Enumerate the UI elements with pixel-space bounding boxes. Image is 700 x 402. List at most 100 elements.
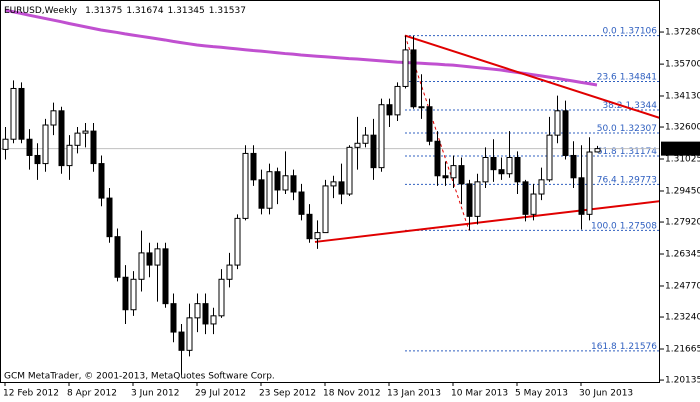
candle-body: [282, 175, 289, 191]
candle-body: [194, 303, 201, 319]
x-tick-label: 5 May 2013: [515, 389, 568, 399]
candle-body: [122, 276, 129, 311]
candle-body: [18, 87, 25, 140]
fib-price: 1.21576: [620, 341, 657, 351]
fib-label: 161.8 1.21576: [591, 341, 657, 351]
fib-price: 1.27508: [620, 221, 657, 231]
x-tick-label: 18 Nov 2012: [323, 389, 381, 399]
fib-price: 1.29773: [620, 175, 657, 185]
x-tick-label: 8 Apr 2012: [67, 389, 117, 399]
fib-ratio: 76.4: [597, 175, 617, 185]
x-tick-label: 30 Jun 2013: [579, 389, 633, 399]
candle-body: [442, 175, 449, 179]
fib-ratio: 50.0: [597, 123, 617, 133]
x-tick-label: 10 Mar 2013: [451, 389, 508, 399]
y-tick-label: 1.35700: [665, 60, 700, 70]
candle-body: [154, 248, 161, 266]
candle-body: [130, 278, 137, 311]
candle-body: [394, 85, 401, 116]
x-tick-label: 29 Jul 2012: [195, 389, 246, 399]
price-box: [661, 141, 700, 156]
candle-body: [146, 252, 153, 266]
candle-body: [354, 142, 361, 148]
fib-ratio: 61.8: [597, 146, 617, 156]
fib-price: 1.37106: [620, 26, 657, 36]
plot-frame: [0, 0, 660, 383]
candle-body: [426, 106, 433, 142]
ohlc-close: 1.31537: [209, 6, 246, 16]
y-tick-label: 1.27920: [665, 218, 700, 228]
candle-body: [450, 165, 457, 179]
symbol: EURUSD,Weekly: [4, 6, 78, 16]
candle-body: [338, 181, 345, 195]
y-tick-label: 1.23240: [665, 313, 700, 323]
candle-body: [538, 179, 545, 195]
y-tick-label: 1.21665: [665, 345, 700, 355]
candle-body: [594, 148, 601, 153]
candle-body: [546, 134, 553, 181]
candle-body: [482, 156, 489, 183]
candle-body: [458, 165, 465, 185]
candle-body: [210, 315, 217, 325]
candle-body: [138, 252, 145, 280]
chart-header: EURUSD,Weekly 1.31375 1.31674 1.31345 1.3153…: [4, 6, 246, 16]
candle-body: [106, 197, 113, 238]
candle-body: [218, 278, 225, 317]
fib-label: 23.6 1.34841: [597, 72, 657, 82]
candle-body: [82, 130, 89, 134]
candle-body: [322, 185, 329, 234]
moving-average: [4, 8, 598, 87]
candle-body: [250, 152, 257, 181]
candle-body: [290, 175, 297, 193]
fib-price: 1.34841: [620, 72, 657, 82]
fib-ratio: 161.8: [591, 341, 617, 351]
candle-body: [490, 156, 497, 171]
candle-body: [74, 132, 81, 146]
fib-label: 0.0 1.37106: [602, 26, 657, 36]
candle-body: [90, 130, 97, 165]
candle-body: [306, 213, 313, 240]
y-tick-label: 1.37280: [665, 28, 700, 38]
fib-label: 38.2 1.3344: [602, 100, 657, 110]
candle-body: [10, 87, 17, 140]
candle-body: [266, 171, 273, 209]
candle-body: [330, 181, 337, 187]
candle-body: [402, 49, 409, 87]
fib-label: 100.0 1.27508: [591, 221, 657, 231]
candle-body: [362, 134, 369, 144]
x-tick-label: 13 Jan 2013: [387, 389, 441, 399]
y-tick-label: 1.20135: [665, 376, 700, 386]
fib-ratio: 0.0: [602, 26, 617, 36]
fib-ratio: 23.6: [597, 72, 617, 82]
candle-body: [258, 179, 265, 209]
x-tick-label: 23 Sep 2012: [259, 389, 316, 399]
candle-body: [202, 303, 209, 325]
ohlc-low: 1.31345: [168, 6, 205, 16]
candle-body: [578, 177, 585, 215]
plot: 0.0 1.37106 23.6 1.34841 38.2 1.3344 50.0 1.323…: [1, 8, 659, 375]
candle-body: [570, 154, 577, 179]
candle-body: [162, 248, 169, 305]
trendline: [404, 34, 659, 119]
candle-body: [178, 331, 185, 351]
candle-body: [114, 236, 121, 278]
price-box-label: 1.31537: [664, 144, 700, 154]
footer: GCM MetaTrader, © 2001-2013, MetaQuotes …: [4, 372, 275, 382]
candle-body: [498, 169, 505, 175]
candle-body: [226, 264, 233, 280]
fib-ratio: 38.2: [602, 100, 622, 110]
x-tick-label: 12 Feb 2012: [3, 389, 59, 399]
candle-body: [410, 49, 417, 108]
fib-label: 61.8 1.31174: [597, 146, 658, 156]
fib-label: 50.0 1.32307: [597, 123, 657, 133]
fib-price: 1.32307: [620, 123, 657, 133]
candle-body: [562, 110, 569, 156]
candle-body: [42, 124, 49, 165]
candle-body: [26, 138, 33, 156]
candle-body: [274, 171, 281, 191]
candle-body: [466, 183, 473, 217]
ohlc-high: 1.31674: [126, 6, 163, 16]
y-tick-label: 1.31025: [665, 155, 700, 165]
y-tick-label: 1.34130: [665, 91, 700, 101]
